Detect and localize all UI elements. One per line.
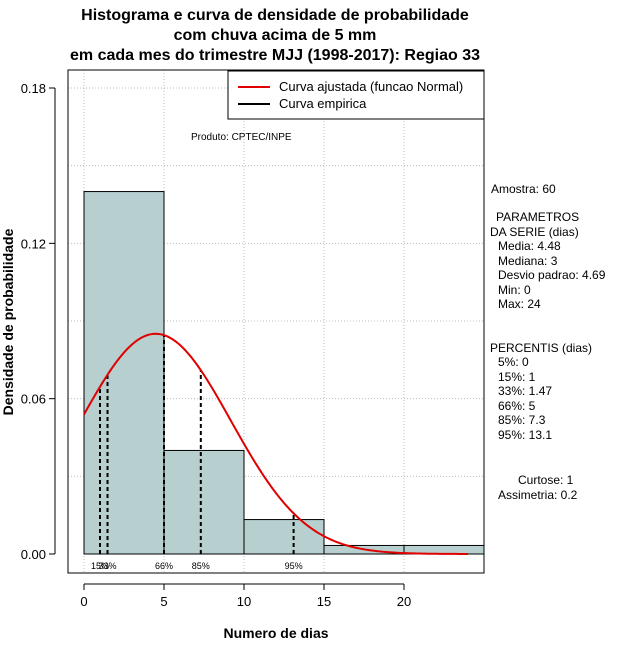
histogram-bars [83,191,485,555]
x-tick-label-0: 0 [80,594,87,609]
percentis-title: PERCENTIS (dias) [490,341,592,355]
normal-curve [83,332,468,555]
y-tick-label-1: 0.06 [21,392,46,407]
x-tick-label-3: 15 [317,594,331,609]
x-tick-label-4: 20 [397,594,411,609]
histogram-bar-2 [243,519,325,555]
chart-title-line-2: com chuva acima de 5 mm [174,27,377,44]
stat-mean: Media: 4.48 [498,239,561,253]
stat-median: Mediana: 3 [498,254,558,268]
x-axis: 0 5 10 15 20 [80,583,411,609]
stat-sd: Desvio padrao: 4.69 [498,268,606,282]
stat-min: Min: 0 [498,283,531,297]
chart-title-line-3: em cada mes do trimestre MJJ (1998-2017)… [70,47,480,64]
y-axis-title: Densidade de probabilidade [0,228,16,415]
y-tick-label-3: 0.18 [21,81,46,96]
legend: Curva ajustada (funcao Normal) Curva emp… [227,70,485,120]
histogram-bar-1 [163,449,245,555]
legend-box [227,70,485,120]
percentil-5: 5%: 0 [498,355,529,369]
y-axis: 0.00 0.06 0.12 0.18 [21,81,56,562]
skewness: Assimetria: 0.2 [498,488,578,502]
product-annotation: Produto: CPTEC/INPE [191,132,292,143]
percentile-label-33%: 33% [99,561,117,571]
percentil-33: 33%: 1.47 [498,384,552,398]
percentil-15: 15%: 1 [498,370,536,384]
percentil-66: 66%: 5 [498,399,536,413]
params-title-1: PARAMETROS [496,210,579,224]
percentile-label-85%: 85% [192,561,210,571]
histogram-bar-0 [83,191,165,555]
chart-title-line-1: Histograma e curva de densidade de proba… [81,7,469,24]
legend-label-empirical: Curva empirica [279,96,367,111]
percentil-95: 95%: 13.1 [498,428,552,442]
kurtosis: Curtose: 1 [518,473,574,487]
percentile-label-95%: 95% [285,561,303,571]
percentile-labels: 15%33% 66% 85% 95% [91,561,303,571]
percentile-label-66%: 66% [155,561,173,571]
x-tick-label-2: 10 [237,594,251,609]
stat-max: Max: 24 [498,297,541,311]
y-tick-label-2: 0.12 [21,236,46,251]
sample-size: Amostra: 60 [491,182,556,196]
x-axis-title: Numero de dias [223,625,328,641]
params-title-2: DA SERIE (dias) [490,225,579,239]
y-tick-label-0: 0.00 [21,547,46,562]
legend-label-normal: Curva ajustada (funcao Normal) [279,79,463,94]
percentil-85: 85%: 7.3 [498,413,546,427]
percentile-lines [99,335,295,554]
x-tick-label-1: 5 [160,594,167,609]
percentile-label-15%: 15% [91,561,109,571]
normal-curve-group [83,332,468,555]
plot-border [67,69,485,574]
side-panel: Amostra: 60 PARAMETROS DA SERIE (dias) M… [490,182,606,502]
